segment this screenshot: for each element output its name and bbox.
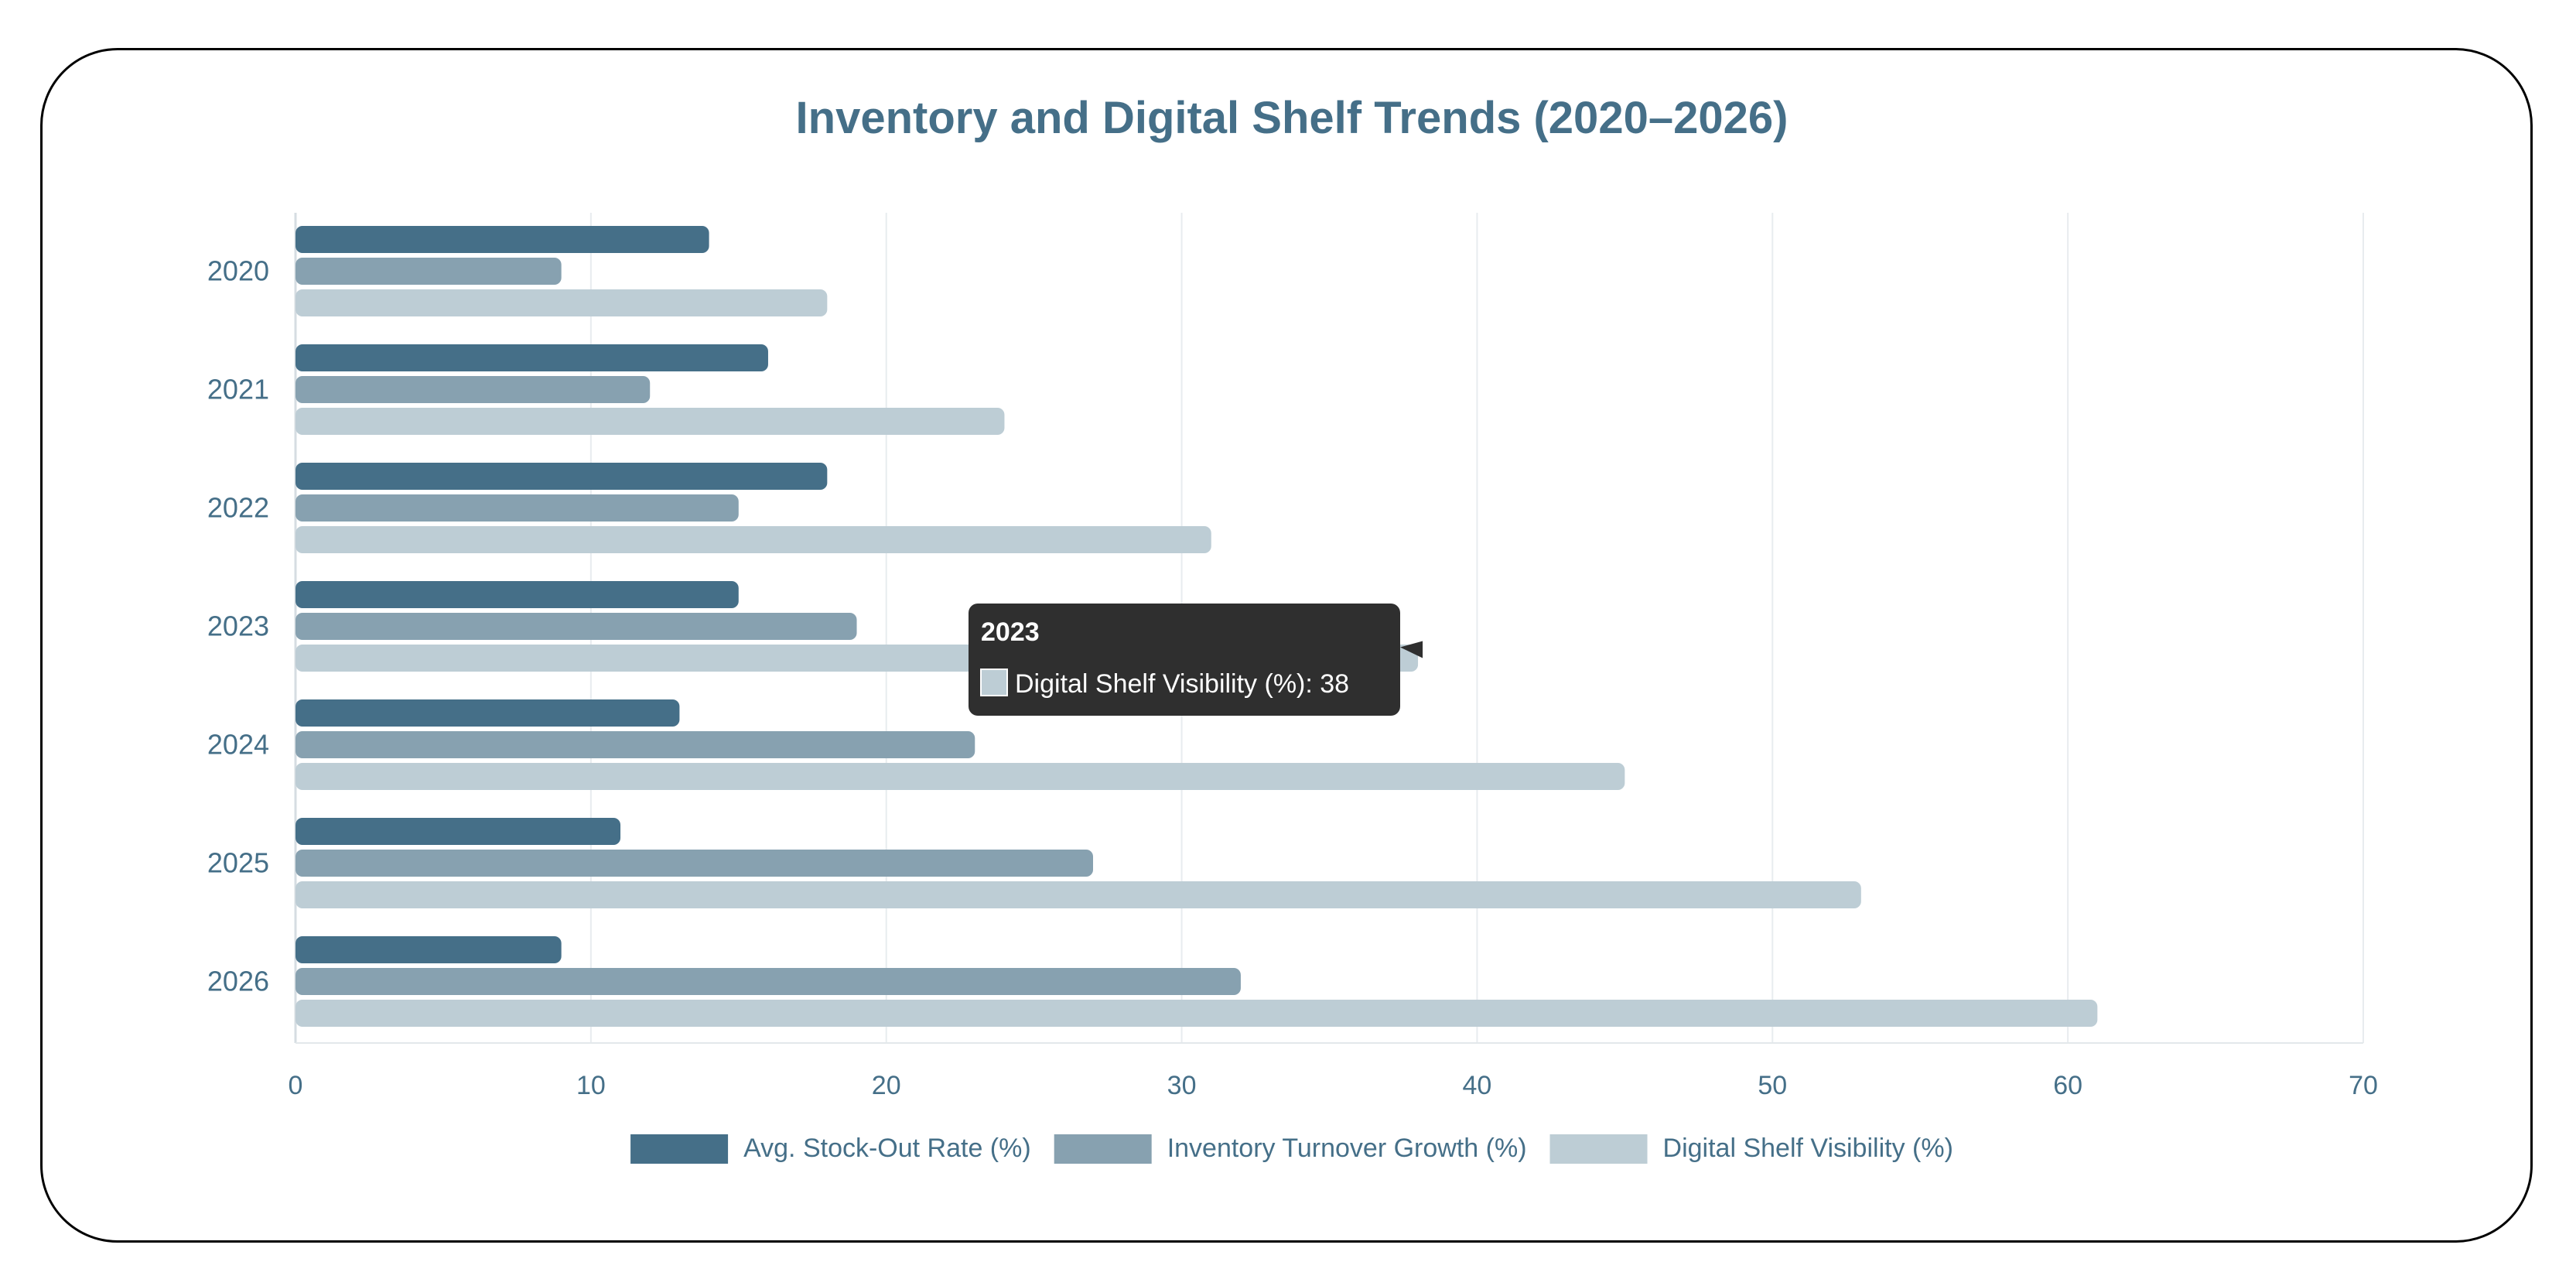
legend-swatch[interactable]	[1549, 1134, 1648, 1164]
bar[interactable]	[296, 494, 739, 522]
tooltip-title: 2023	[981, 617, 1040, 647]
bar[interactable]	[296, 526, 1211, 553]
tooltip-box	[969, 604, 1400, 716]
bar[interactable]	[296, 936, 562, 963]
bar[interactable]	[296, 1000, 2098, 1027]
legend: Avg. Stock-Out Rate (%) Inventory Turnove…	[630, 1134, 1953, 1164]
y-axis-labels: 2020 2021 2022 2023 2024 2025 2026	[207, 255, 269, 997]
bar[interactable]	[296, 850, 1094, 877]
legend-swatch[interactable]	[630, 1134, 729, 1164]
x-tick-label: 50	[1758, 1071, 1787, 1100]
legend-label[interactable]: Digital Shelf Visibility (%)	[1663, 1134, 1953, 1163]
tooltip-swatch	[980, 669, 1008, 696]
chart-title: Inventory and Digital Shelf Trends (2020…	[796, 93, 1789, 143]
bars	[296, 226, 2098, 1027]
legend-label[interactable]: Avg. Stock-Out Rate (%)	[743, 1134, 1031, 1163]
y-tick-label: 2020	[207, 255, 269, 287]
bar[interactable]	[296, 581, 739, 608]
tooltip-text: Digital Shelf Visibility (%): 38	[1015, 669, 1349, 699]
x-axis-labels: 0 10 20 30 40 50 60 70	[289, 1071, 2378, 1100]
bar[interactable]	[296, 818, 621, 845]
bar[interactable]	[296, 699, 680, 727]
y-tick-label: 2023	[207, 610, 269, 642]
x-tick-label: 60	[2053, 1071, 2082, 1100]
y-tick-label: 2026	[207, 966, 269, 997]
y-tick-label: 2021	[207, 374, 269, 405]
bar[interactable]	[296, 463, 828, 490]
bar[interactable]	[296, 258, 562, 285]
tooltip: 2023 Digital Shelf Visibility (%): 38	[969, 604, 1423, 716]
x-tick-label: 0	[289, 1071, 303, 1100]
y-tick-label: 2025	[207, 847, 269, 879]
y-tick-label: 2022	[207, 492, 269, 524]
bar[interactable]	[296, 376, 651, 403]
bar[interactable]	[296, 226, 709, 253]
x-tick-label: 40	[1463, 1071, 1492, 1100]
bar[interactable]	[296, 344, 768, 371]
bar[interactable]	[296, 731, 975, 758]
x-tick-label: 10	[576, 1071, 606, 1100]
bar[interactable]	[296, 289, 828, 316]
bar[interactable]	[296, 881, 1861, 908]
x-tick-label: 30	[1167, 1071, 1197, 1100]
y-tick-label: 2024	[207, 729, 269, 761]
x-tick-label: 70	[2349, 1071, 2378, 1100]
bar[interactable]	[296, 408, 1005, 435]
x-tick-label: 20	[872, 1071, 901, 1100]
tooltip-pointer	[1400, 641, 1423, 658]
bar[interactable]	[296, 763, 1625, 790]
bar[interactable]	[296, 968, 1241, 995]
legend-label[interactable]: Inventory Turnover Growth (%)	[1167, 1134, 1527, 1163]
bar[interactable]	[296, 613, 857, 640]
legend-swatch[interactable]	[1054, 1134, 1152, 1164]
